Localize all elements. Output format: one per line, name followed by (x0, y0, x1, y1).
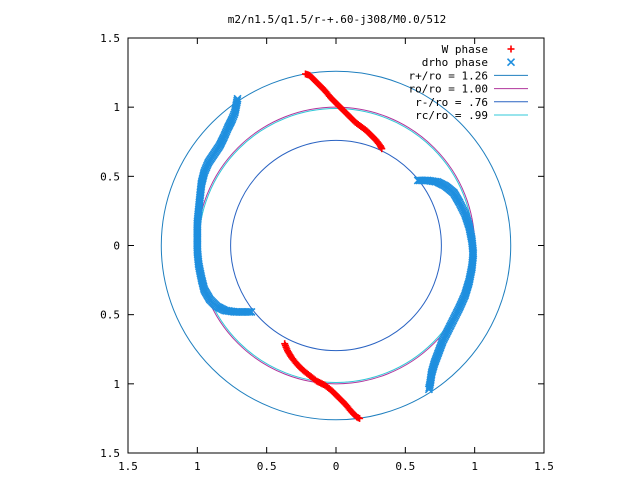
x-tick-label: 1 (194, 460, 201, 473)
y-tick-label: 1.5 (100, 32, 120, 45)
y-tick-label: 0.5 (100, 170, 120, 183)
chart-title: m2/n1.5/q1.5/r-+.60-j308/M0.0/512 (228, 13, 447, 26)
y-tick-label: 1.5 (100, 447, 120, 460)
point-drho-phase (424, 385, 433, 394)
x-tick-label: 1 (471, 460, 478, 473)
point-drho-phase (245, 307, 254, 316)
legend-marker (507, 45, 515, 53)
circle-r (230, 139, 442, 352)
legend-label: W phase (442, 43, 488, 56)
legend-label: drho phase (422, 56, 488, 69)
x-tick-label: 0.5 (395, 460, 415, 473)
y-tick-label: 0 (113, 240, 120, 253)
x-tick-label: 1.5 (118, 460, 138, 473)
data-points (193, 70, 478, 422)
legend-marker (506, 58, 516, 67)
y-tick-label: 0.5 (100, 309, 120, 322)
x-tick-label: 0.5 (257, 460, 277, 473)
axis-ticks: 1.5 1 0.5 0 0.5 1 1.51.510.500.511.5 (100, 32, 554, 473)
legend-label: ro/ro = 1.00 (409, 83, 488, 96)
point-drho-phase (425, 383, 434, 392)
legend-label: r-/ro = .76 (415, 96, 488, 109)
reference-circles (160, 70, 512, 421)
y-tick-label: 1 (113, 101, 120, 114)
point-drho-phase (243, 307, 253, 316)
point-w-phase (356, 414, 364, 422)
point-w-phase (378, 145, 386, 153)
legend-label: r+/ro = 1.26 (409, 69, 488, 82)
legend-label: rc/ro = .99 (415, 109, 488, 122)
circle-r (160, 70, 512, 421)
point-drho-phase (247, 307, 256, 316)
circle-rc (198, 108, 474, 383)
x-tick-label: 1.5 (534, 460, 554, 473)
y-tick-label: 1 (113, 378, 120, 391)
x-tick-label: 0 (333, 460, 340, 473)
